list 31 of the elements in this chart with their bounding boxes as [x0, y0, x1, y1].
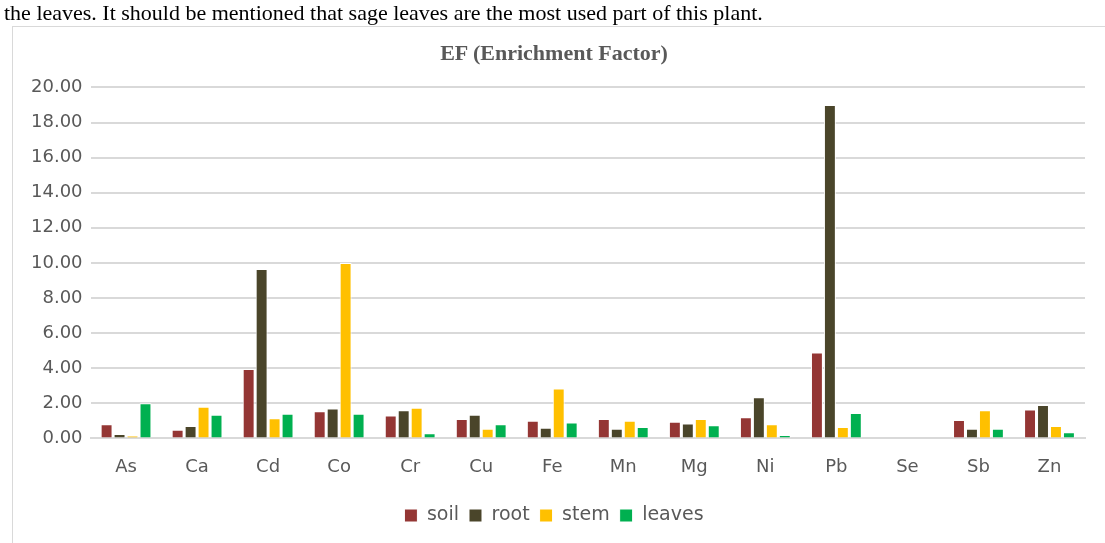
x-tick-label: Cd — [256, 454, 281, 476]
y-tick-label: 12.00 — [31, 215, 83, 237]
x-tick-label: As — [115, 454, 137, 476]
y-tick-label: 2.00 — [42, 390, 83, 412]
legend-label: stem — [562, 502, 610, 525]
x-tick-label: Cr — [400, 454, 421, 476]
x-tick-label: Sb — [967, 454, 990, 476]
x-tick-label: Fe — [542, 454, 563, 476]
chart-title: EF (Enrichment Factor) — [440, 39, 668, 65]
y-tick-label: 14.00 — [31, 180, 83, 202]
legend-label: root — [491, 502, 530, 525]
text: the leaves. It should be mentioned that sage leaves are the most used part of this plant. — [3, 0, 764, 26]
x-tick-label: Cu — [469, 454, 494, 476]
x-tick-label: Zn — [1037, 454, 1062, 476]
y-tick-label: 4.00 — [42, 355, 83, 377]
y-tick-label: 8.00 — [42, 285, 83, 307]
x-tick-label: Ca — [185, 454, 209, 476]
x-tick-label: Co — [327, 454, 351, 476]
y-tick-label: 10.00 — [31, 250, 83, 272]
x-tick-label: Se — [896, 454, 919, 476]
legend-label: leaves — [642, 502, 704, 525]
x-tick-label: Mg — [680, 454, 708, 476]
y-tick-label: 16.00 — [31, 145, 83, 167]
y-tick-label: 6.00 — [42, 320, 83, 342]
y-tick-label: 18.00 — [31, 110, 83, 132]
y-tick-label: 0.00 — [42, 426, 83, 448]
legend-label: soil — [426, 502, 460, 525]
x-tick-label: Mn — [609, 454, 637, 476]
x-tick-label: Ni — [756, 454, 775, 476]
y-tick-label: 20.00 — [31, 75, 83, 97]
x-tick-label: Pb — [825, 454, 848, 476]
